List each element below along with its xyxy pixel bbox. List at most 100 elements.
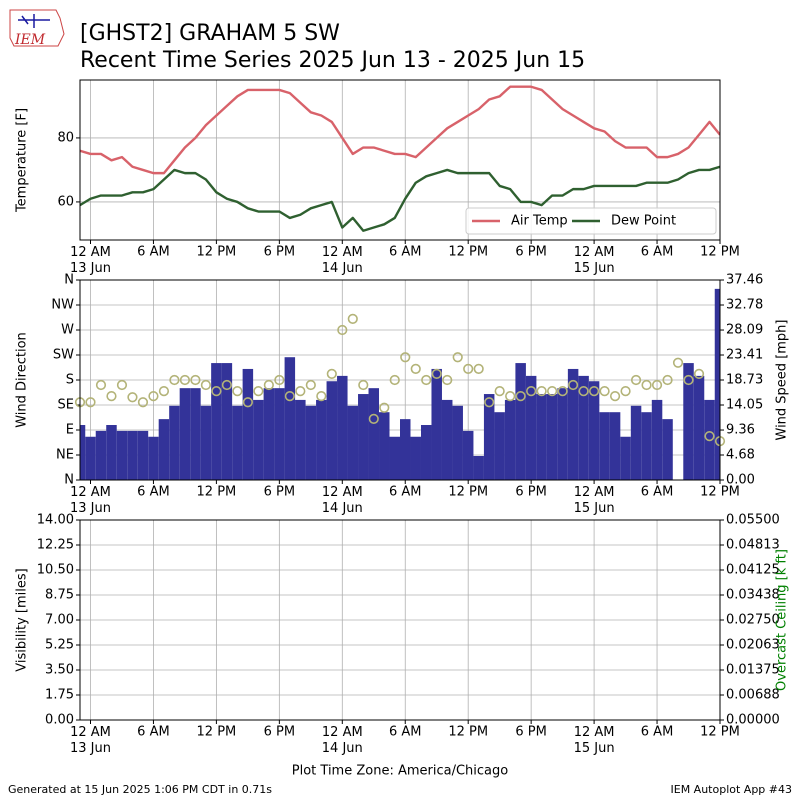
y2-axis-label: Overcast Ceiling [k ft] (775, 549, 790, 691)
bar (158, 419, 170, 480)
point (148, 391, 159, 402)
point (347, 313, 358, 324)
point (620, 386, 631, 397)
y-tick-label: SW (53, 348, 74, 363)
y-tick-label: N (64, 473, 74, 488)
point (95, 379, 107, 391)
y-tick-label: 7.00 (45, 613, 74, 628)
y2-tick-label: 0.03438 (726, 588, 780, 603)
title: [GHST2] GRAHAM 5 SW (80, 21, 340, 46)
point (295, 386, 306, 397)
x-tick-label: 6 AM (137, 485, 170, 500)
y2-tick-label: 0.02750 (726, 613, 780, 628)
point (85, 397, 96, 408)
y2-tick-label: 23.41 (726, 348, 763, 363)
x-tick-label: 12 PM (448, 485, 488, 500)
x-tick-label: 6 PM (515, 725, 546, 740)
point (431, 368, 442, 379)
y2-tick-label: 0.00 (726, 473, 755, 488)
x-tick-label: 12 PM (448, 725, 488, 740)
point (536, 386, 547, 397)
point (463, 363, 474, 374)
bar (567, 368, 579, 480)
point (389, 374, 400, 386)
bar (641, 412, 652, 480)
point (200, 379, 212, 391)
bar (431, 368, 442, 480)
point (137, 397, 149, 408)
y-axis-label: Temperature [F] (15, 108, 30, 213)
x-tick-label: 12 AM 13 Jun (70, 245, 111, 276)
point (651, 379, 663, 391)
bar (462, 430, 474, 480)
y-tick-label: 80 (57, 130, 74, 145)
x-tick-label: 6 PM (264, 245, 295, 260)
y-tick-label: 1.75 (45, 688, 74, 703)
bar (599, 412, 610, 480)
x-tick-label: 12 PM (700, 245, 740, 260)
y-tick-label: N (64, 273, 74, 288)
point (106, 391, 117, 402)
x-tick-label: 6 PM (515, 245, 546, 260)
x-tick-label: 12 PM (448, 245, 488, 260)
y-tick-label: 10.50 (37, 563, 74, 578)
x-tick-label: 12 PM (197, 725, 237, 740)
bar (368, 388, 380, 480)
x-tick-label: 6 AM (389, 245, 422, 260)
point (263, 379, 274, 391)
x-tick-label: 12 AM 14 Jun (322, 725, 363, 756)
point (337, 324, 348, 336)
point (609, 391, 621, 402)
bar (546, 394, 558, 480)
y-tick-label: NW (51, 298, 74, 313)
bar (305, 405, 317, 480)
point (704, 431, 715, 442)
bar (400, 419, 411, 480)
logo: IEM (9, 9, 65, 48)
y2-tick-label: 18.73 (726, 373, 763, 388)
y-tick-label: NE (56, 448, 74, 463)
point (484, 397, 495, 408)
bar (504, 399, 516, 480)
bar (137, 430, 149, 480)
bar (274, 388, 285, 480)
x-tick-label: 12 PM (197, 245, 237, 260)
bar (588, 381, 600, 480)
y2-tick-label: 32.78 (726, 297, 763, 312)
bar (253, 399, 264, 480)
point (599, 386, 610, 397)
point (568, 379, 579, 391)
y2-tick-label: 28.09 (726, 323, 763, 338)
x-tick-label: 12 AM 15 Jun (574, 485, 615, 516)
x-tick-label: 6 AM (137, 245, 170, 260)
axes-frame (79, 519, 721, 721)
point (316, 391, 327, 402)
plot-area (80, 85, 720, 232)
point (683, 374, 694, 386)
y-tick-label: 5.25 (45, 638, 74, 653)
x-tick-label: 12 PM (700, 725, 740, 740)
y2-axis-label: Wind Speed [mph] (775, 320, 790, 441)
bar (452, 405, 463, 480)
y2-tick-label: 0.04125 (726, 563, 780, 578)
y-tick-label: S (66, 373, 74, 388)
point (526, 386, 537, 397)
point (672, 357, 684, 368)
x-tick-label: 12 AM 13 Jun (70, 485, 111, 516)
point (588, 386, 600, 397)
bar (337, 375, 348, 480)
point (473, 363, 484, 374)
point (421, 374, 432, 386)
bar (85, 436, 96, 480)
bar (630, 405, 642, 480)
x-axis-label: Plot Time Zone: America/Chicago (292, 764, 508, 779)
bar (80, 425, 86, 480)
bar (473, 455, 484, 480)
point (326, 368, 337, 379)
bar (211, 363, 222, 480)
subtitle: Recent Time Series 2025 Jun 13 - 2025 Ju… (80, 48, 585, 73)
x-tick-label: 6 AM (389, 725, 422, 740)
point (693, 368, 705, 379)
y-tick-label: 12.25 (37, 538, 74, 553)
bar (683, 363, 694, 480)
